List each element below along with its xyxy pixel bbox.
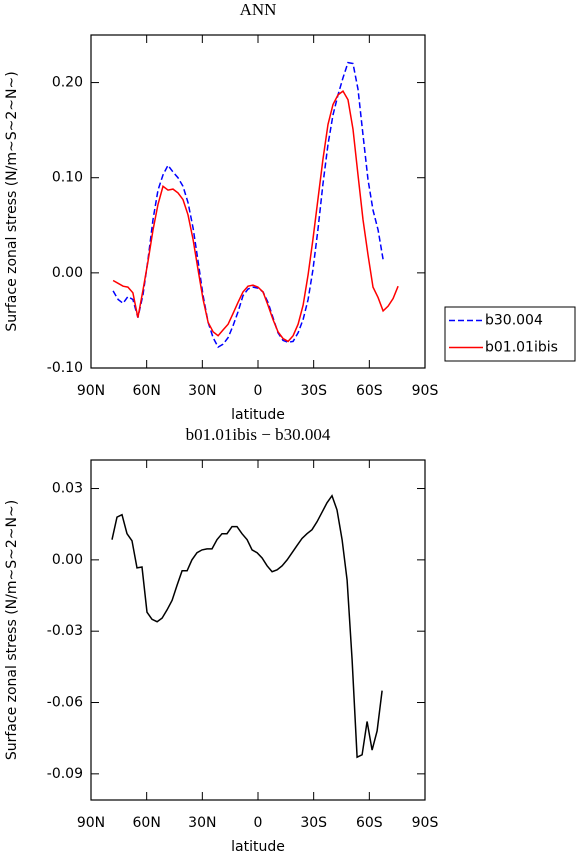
x-tick-label: 0	[254, 383, 263, 399]
x-tick-label: 60N	[133, 383, 161, 399]
chart-title: ANN	[240, 0, 277, 19]
y-tick-label: -0.10	[47, 360, 83, 376]
x-tick-label: 90N	[77, 383, 105, 399]
y-tick-label: 0.03	[52, 481, 83, 497]
data-line	[112, 89, 399, 343]
chart-title: b01.01ibis − b30.004	[186, 425, 331, 444]
legend-label: b30.004	[485, 313, 543, 329]
x-tick-label: 60S	[356, 815, 383, 831]
data-line	[111, 494, 383, 759]
y-tick-label: 0.20	[52, 75, 83, 91]
legend-label: b01.01ibis	[485, 340, 558, 356]
x-tick-label: 90N	[77, 815, 105, 831]
y-tick-label: -0.09	[47, 766, 83, 782]
y-axis-label: Surface zonal stress (N/m~S~2~N~)	[4, 500, 20, 760]
legend-box	[444, 306, 576, 362]
x-tick-label: 30N	[188, 815, 216, 831]
x-tick-label: 90S	[412, 815, 439, 831]
plot-frame	[90, 459, 426, 801]
x-axis-label: latitude	[231, 407, 285, 423]
x-tick-label: 90S	[412, 383, 439, 399]
y-tick-label: -0.06	[47, 695, 83, 711]
plot-frame	[90, 34, 426, 369]
x-axis-label: latitude	[231, 839, 285, 851]
y-tick-label: 0.00	[52, 265, 83, 281]
y-tick-label: 0.10	[52, 170, 83, 186]
x-tick-label: 30N	[188, 383, 216, 399]
y-tick-label: -0.03	[47, 623, 83, 639]
y-tick-label: 0.00	[52, 552, 83, 568]
x-tick-label: 60S	[356, 383, 383, 399]
data-line	[112, 61, 384, 349]
x-tick-label: 30S	[300, 383, 327, 399]
y-axis-label: Surface zonal stress (N/m~S~2~N~)	[4, 71, 20, 331]
x-tick-label: 30S	[300, 815, 327, 831]
x-tick-label: 60N	[133, 815, 161, 831]
x-tick-label: 0	[254, 815, 263, 831]
